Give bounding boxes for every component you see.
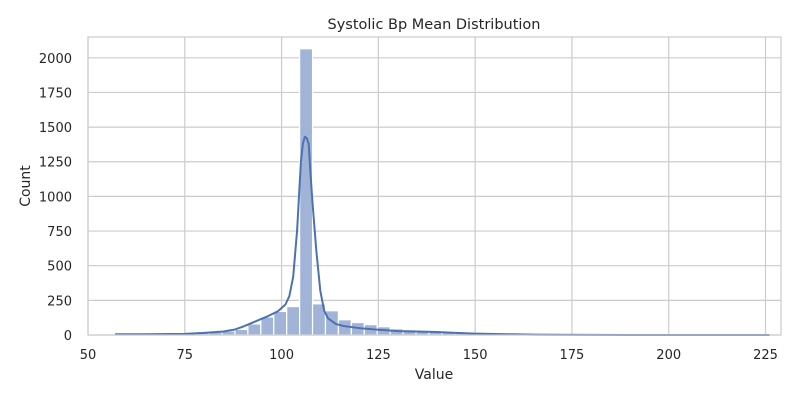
histogram-bar	[260, 316, 275, 336]
y-tick-label: 500	[47, 260, 72, 275]
histogram-bar	[247, 323, 262, 336]
x-tick-label: 175	[560, 348, 585, 363]
histogram-bar	[324, 310, 340, 336]
chart-title: Systolic Bp Mean Distribution	[327, 17, 540, 33]
x-tick-label: 125	[366, 348, 391, 363]
x-tick-label: 200	[656, 348, 681, 363]
y-tick-label: 2000	[39, 52, 72, 67]
grid	[87, 37, 781, 336]
y-tick-label: 250	[47, 294, 72, 309]
y-tick-label: 1500	[39, 121, 72, 136]
histogram-bar	[299, 48, 314, 336]
histogram-bar	[234, 328, 249, 336]
y-tick-label: 750	[47, 225, 72, 240]
x-tick-label: 225	[753, 348, 778, 363]
plot-frame	[87, 36, 782, 336]
x-tick-label: 50	[80, 348, 97, 363]
histogram-bar	[286, 305, 301, 336]
y-tick-label: 1250	[39, 156, 72, 171]
y-tick-label: 0	[64, 329, 72, 344]
histogram-bar	[273, 310, 288, 336]
x-axis-title: Value	[415, 367, 453, 383]
x-tick-label: 100	[269, 348, 294, 363]
y-axis-title: Count	[18, 165, 34, 207]
kde-curve	[115, 135, 770, 336]
y-tick-label: 1750	[39, 86, 72, 101]
y-tick-label: 1000	[39, 190, 72, 205]
x-tick-labels: 50 75 100 125 150 175 200 225	[80, 348, 778, 363]
y-tick-labels: 0 250 500 750 1000 1250 1500 1750 2000	[39, 52, 72, 344]
x-tick-label: 75	[177, 348, 194, 363]
x-tick-label: 150	[463, 348, 488, 363]
